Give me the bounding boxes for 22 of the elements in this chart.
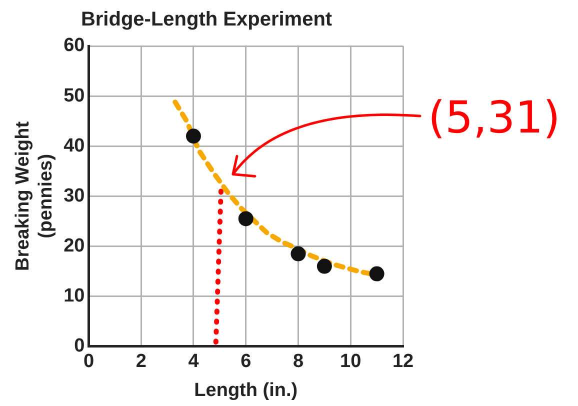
x-tick-label: 6 [240, 351, 252, 372]
y-tick-label: 50 [64, 85, 85, 106]
y-tick-label: 0 [74, 336, 85, 357]
point [238, 211, 254, 226]
x-axis-title: Length (in.) [194, 380, 298, 401]
point [186, 128, 201, 144]
x-tick-label: 4 [188, 351, 200, 372]
x-tick-label: 12 [392, 351, 414, 372]
y-tick-label: 40 [64, 135, 85, 156]
x-tick-label: 10 [340, 351, 362, 372]
point [316, 258, 332, 274]
y-tick-label: 30 [64, 185, 85, 206]
y-tick-label: 60 [64, 35, 85, 56]
y-axis-title: Breaking Weight (pennies) [12, 120, 56, 271]
y-tick-label: 10 [64, 286, 85, 307]
point [369, 266, 384, 282]
chart-title: Bridge-Length Experiment [80, 8, 332, 31]
point [290, 246, 306, 262]
x-tick-label: 8 [292, 351, 304, 372]
y-tick-label: 20 [64, 236, 85, 256]
text: (5,31) [428, 92, 560, 144]
x-tick-label: 2 [136, 351, 146, 372]
